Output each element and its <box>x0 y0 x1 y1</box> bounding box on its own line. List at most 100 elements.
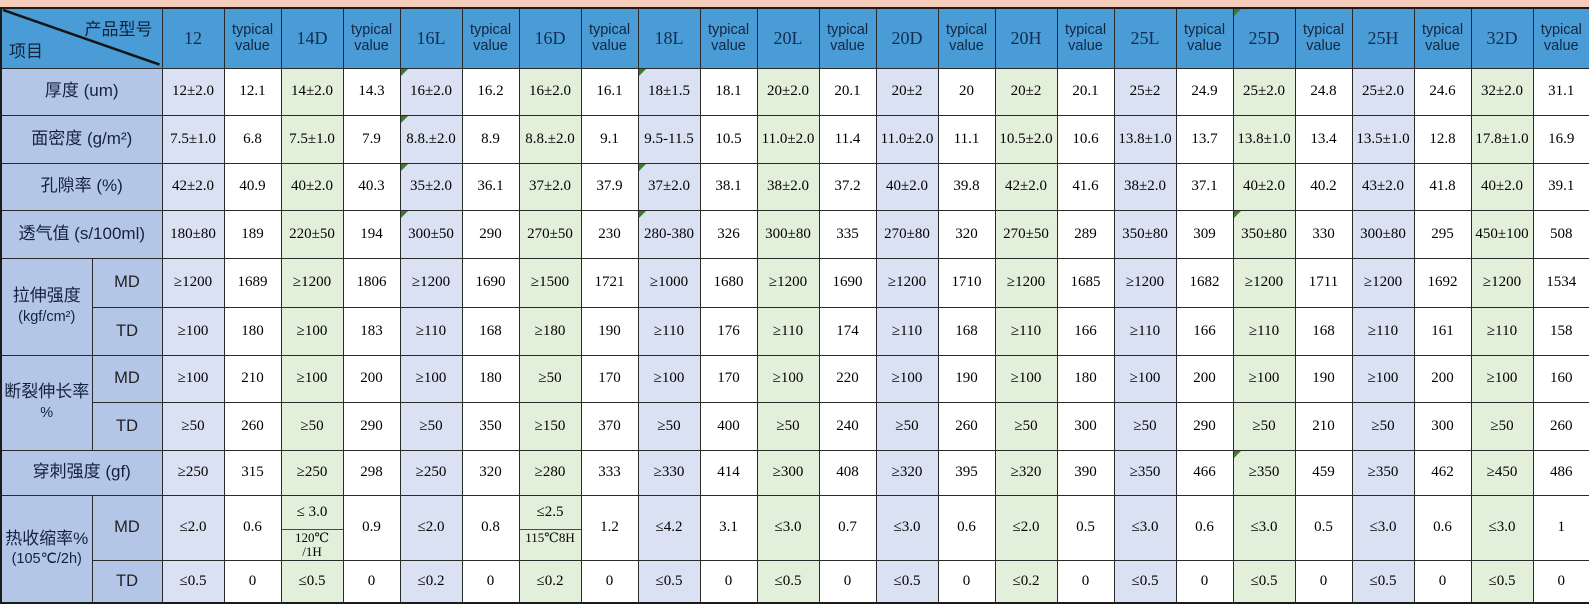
typical-cell: 0.6 <box>937 494 996 561</box>
row-label: 面密度 (g/m²) <box>0 114 163 164</box>
typical-cell: 210 <box>1294 401 1353 451</box>
typical-cell: 0 <box>1532 559 1589 604</box>
typical-cell: 31.1 <box>1532 67 1589 116</box>
spec-cell: 20±2.0 <box>756 67 820 116</box>
spec-cell: ≥1200 <box>280 257 344 308</box>
spec-cell: ≤3.0 <box>1113 494 1177 561</box>
typical-cell: 260 <box>1532 401 1589 451</box>
typical-cell: 11.1 <box>937 114 996 164</box>
typical-cell: 1 <box>1532 494 1589 561</box>
spec-cell: ≥50 <box>399 401 463 451</box>
spec-cell: 13.5±1.0 <box>1351 114 1415 164</box>
spec-cell: ≥100 <box>756 354 820 403</box>
spec-cell: ≤ 3.0 120℃ /1H <box>280 494 344 561</box>
spec-cell: ≥110 <box>756 306 820 356</box>
typical-cell: 1.2 <box>580 494 639 561</box>
spec-cell: 40±2.0 <box>280 162 344 211</box>
typical-cell: 170 <box>699 354 758 403</box>
spec-cell: ≥100 <box>1113 354 1177 403</box>
typical-cell: 395 <box>937 449 996 496</box>
typical-cell: 39.8 <box>937 162 996 211</box>
typical-cell: 38.1 <box>699 162 758 211</box>
typical-cell: 40.3 <box>342 162 401 211</box>
split-cell-bottom: 120℃ /1H <box>294 530 330 559</box>
product-header-25D: 25D <box>1232 7 1296 69</box>
spec-cell: 17.8±1.0 <box>1470 114 1534 164</box>
product-header-16D: 16D <box>518 7 582 69</box>
spec-cell: ≥50 <box>1470 401 1534 451</box>
typical-cell: 189 <box>223 209 282 259</box>
typical-cell: 290 <box>342 401 401 451</box>
spec-cell: ≤0.2 <box>994 559 1058 604</box>
typical-cell: 0 <box>699 559 758 604</box>
spec-cell: 20±2 <box>875 67 939 116</box>
spec-cell: 16±2.0 <box>399 67 463 116</box>
typical-cell: 24.8 <box>1294 67 1353 116</box>
typical-value-header: typical value <box>1056 7 1115 69</box>
row-label: 穿刺强度 (gf) <box>0 449 163 496</box>
typical-cell: 158 <box>1532 306 1589 356</box>
spec-cell: ≥50 <box>756 401 820 451</box>
direction-label-td: TD <box>91 401 163 451</box>
product-header-12: 12 <box>161 7 225 69</box>
typical-cell: 190 <box>580 306 639 356</box>
typical-cell: 0 <box>937 559 996 604</box>
product-header-20H: 20H <box>994 7 1058 69</box>
spec-cell: 13.8±1.0 <box>1232 114 1296 164</box>
typical-value-header: typical value <box>818 7 877 69</box>
typical-cell: 36.1 <box>461 162 520 211</box>
spec-cell: ≥450 <box>1470 449 1534 496</box>
spec-cell: 42±2.0 <box>161 162 225 211</box>
typical-cell: 1711 <box>1294 257 1353 308</box>
typical-cell: 1689 <box>223 257 282 308</box>
spec-cell: 42±2.0 <box>994 162 1058 211</box>
spec-cell: 43±2.0 <box>1351 162 1415 211</box>
typical-cell: 37.2 <box>818 162 877 211</box>
product-header-25L: 25L <box>1113 7 1177 69</box>
typical-cell: 200 <box>1413 354 1472 403</box>
typical-cell: 37.9 <box>580 162 639 211</box>
typical-cell: 37.1 <box>1175 162 1234 211</box>
spec-cell: 13.8±1.0 <box>1113 114 1177 164</box>
spec-cell: ≥100 <box>399 354 463 403</box>
spec-cell: ≥50 <box>994 401 1058 451</box>
typical-cell: 0 <box>1294 559 1353 604</box>
typical-cell: 333 <box>580 449 639 496</box>
typical-cell: 508 <box>1532 209 1589 259</box>
spec-cell: 350±80 <box>1113 209 1177 259</box>
typical-cell: 466 <box>1175 449 1234 496</box>
corner-cell: 产品型号 项目 <box>0 7 163 69</box>
direction-label-md: MD <box>91 354 163 403</box>
typical-cell: 408 <box>818 449 877 496</box>
typical-cell: 320 <box>461 449 520 496</box>
typical-cell: 414 <box>699 449 758 496</box>
spec-cell: 40±2.0 <box>1232 162 1296 211</box>
typical-cell: 0 <box>818 559 877 604</box>
typical-cell: 166 <box>1056 306 1115 356</box>
spec-cell: ≤3.0 <box>1351 494 1415 561</box>
product-header-20D: 20D <box>875 7 939 69</box>
spec-cell: 270±50 <box>994 209 1058 259</box>
typical-cell: 13.4 <box>1294 114 1353 164</box>
typical-cell: 24.6 <box>1413 67 1472 116</box>
spec-cell: ≥250 <box>161 449 225 496</box>
typical-value-header: typical value <box>580 7 639 69</box>
typical-cell: 0.5 <box>1056 494 1115 561</box>
typical-cell: 326 <box>699 209 758 259</box>
typical-cell: 390 <box>1056 449 1115 496</box>
spec-cell: 350±80 <box>1232 209 1296 259</box>
spec-cell: ≤0.5 <box>161 559 225 604</box>
row-label: 拉伸强度 (kgf/cm²) <box>0 257 93 356</box>
typical-cell: 160 <box>1532 354 1589 403</box>
typical-cell: 459 <box>1294 449 1353 496</box>
product-spec-table: 产品型号 项目 12 typical value 14D typical value 16L… <box>0 7 1589 604</box>
spec-cell: 12±2.0 <box>161 67 225 116</box>
row-label: 透气值 (s/100ml) <box>0 209 163 259</box>
typical-cell: 1685 <box>1056 257 1115 308</box>
spec-cell: ≥300 <box>756 449 820 496</box>
spec-cell: 16±2.0 <box>518 67 582 116</box>
spec-cell: ≥1200 <box>756 257 820 308</box>
typical-cell: 180 <box>1056 354 1115 403</box>
typical-cell: 13.7 <box>1175 114 1234 164</box>
